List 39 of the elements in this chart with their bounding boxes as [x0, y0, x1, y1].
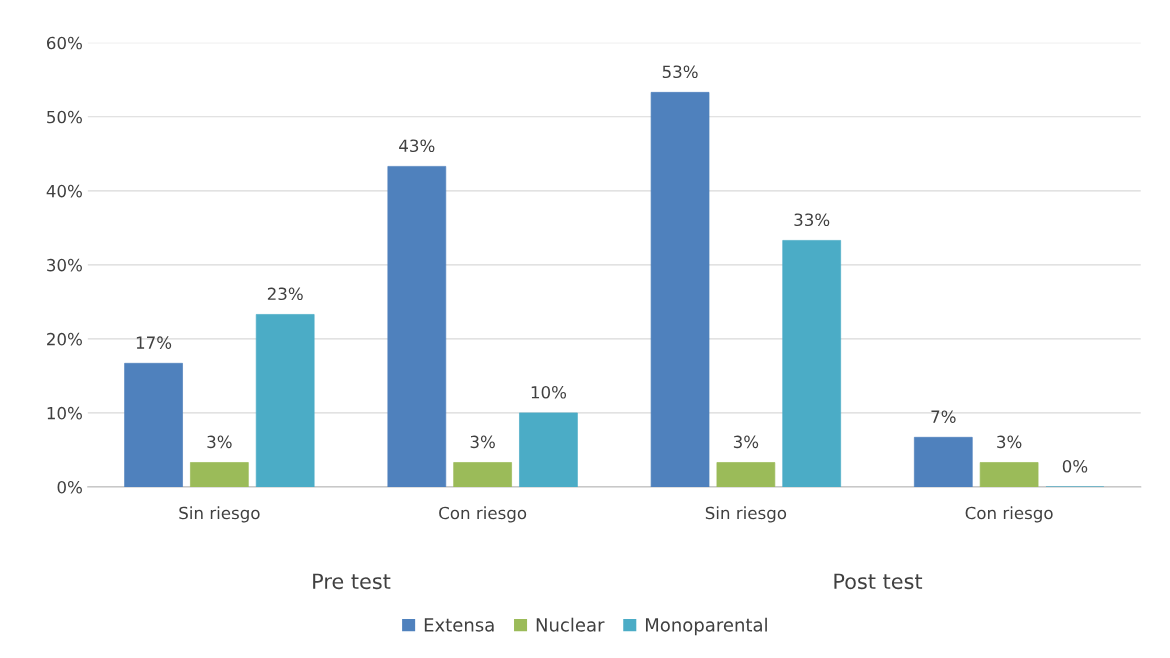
bar: [914, 436, 973, 487]
data-label: 17%: [136, 336, 172, 349]
data-label: 23%: [267, 287, 303, 301]
bar: [979, 462, 1039, 487]
data-label: 53%: [662, 65, 698, 79]
y-tick-label: 60%: [47, 36, 82, 50]
data-label: 33%: [794, 213, 830, 227]
legend-label: Monoparental: [645, 617, 767, 636]
data-label: 0%: [1062, 459, 1088, 473]
x-tick-label: Sin riesgo: [179, 506, 260, 523]
bar: [782, 240, 841, 487]
x-tick-label: Con riesgo: [439, 506, 527, 523]
bar: [255, 314, 315, 487]
bar: [453, 462, 512, 487]
legend-label: Extensa: [424, 618, 494, 632]
text: Post test: [834, 573, 923, 590]
bar: [650, 92, 710, 487]
data-label: 10%: [531, 385, 567, 399]
text: Pre test: [313, 573, 391, 590]
data-label: 7%: [931, 410, 956, 423]
x-tick-label: Con riesgo: [965, 506, 1053, 523]
bar: [387, 166, 447, 487]
legend-label: Nuclear: [536, 617, 605, 632]
bar: [190, 462, 249, 487]
data-label: 3%: [733, 435, 759, 449]
data-label: 43%: [399, 139, 435, 153]
bar: [716, 462, 776, 487]
y-tick-label: 0%: [57, 480, 82, 494]
y-tick-label: 40%: [46, 184, 82, 198]
x-tick-label: Sin riesgo: [705, 506, 787, 523]
y-tick-label: 20%: [47, 332, 82, 346]
data-label: 3%: [207, 435, 232, 449]
y-tick-label: 30%: [47, 258, 82, 272]
bar: [519, 412, 578, 487]
data-label: 3%: [470, 435, 495, 449]
y-tick-label: 10%: [47, 406, 82, 420]
data-label: 3%: [997, 435, 1022, 449]
bar: [124, 362, 183, 487]
y-tick-label: 50%: [47, 110, 82, 124]
